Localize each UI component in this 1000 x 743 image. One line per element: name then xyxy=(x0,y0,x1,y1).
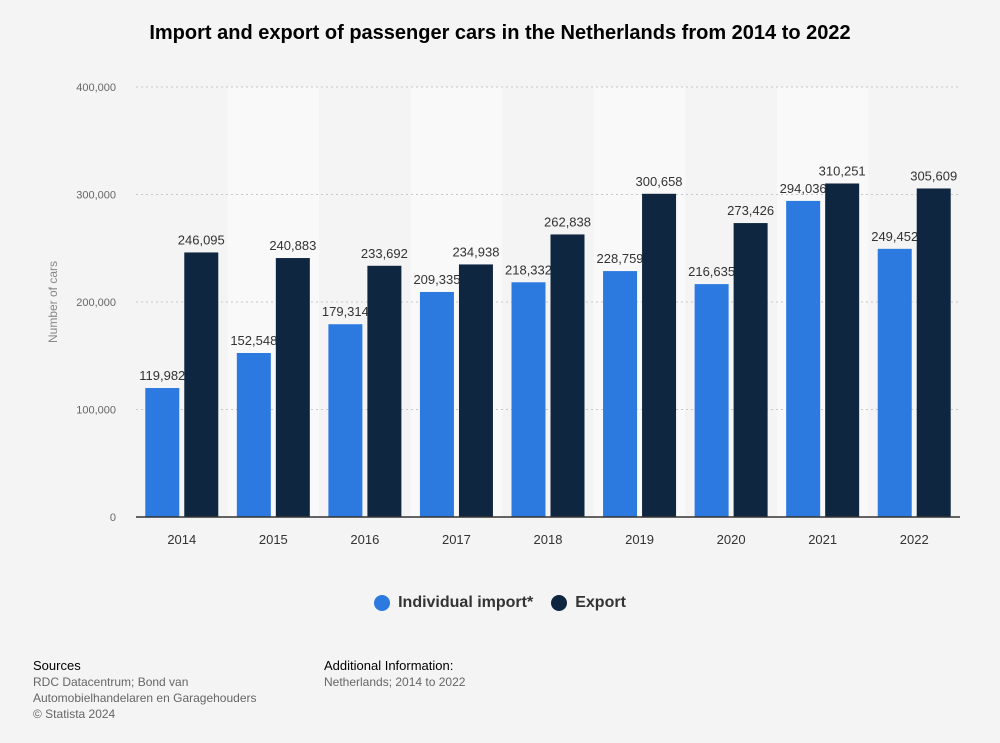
legend-item-export[interactable]: Export xyxy=(551,594,626,612)
data-label-export-2014: 246,095 xyxy=(178,232,225,247)
legend-swatch-export xyxy=(551,595,568,611)
legend-label-import: Individual import* xyxy=(398,594,534,611)
data-label-import-2015: 152,548 xyxy=(230,333,277,348)
bar-import-2021 xyxy=(786,200,821,517)
data-label-export-2015: 240,883 xyxy=(269,238,316,253)
bar-import-2018 xyxy=(511,282,546,517)
bar-import-2022 xyxy=(877,248,912,517)
x-tick-label: 2021 xyxy=(808,532,837,547)
sources-block: Sources RDC Datacentrum; Bond van Automo… xyxy=(33,658,293,722)
additional-info-text: Netherlands; 2014 to 2022 xyxy=(324,675,466,689)
data-label-export-2019: 300,658 xyxy=(636,174,683,189)
data-label-export-2016: 233,692 xyxy=(361,246,408,261)
additional-info-block: Additional Information: Netherlands; 201… xyxy=(324,658,624,690)
bar-export-2018 xyxy=(550,234,585,517)
y-tick-label: 0 xyxy=(110,512,116,524)
x-tick-label: 2017 xyxy=(442,532,471,547)
bar-export-2019 xyxy=(642,193,677,517)
bar-export-2015 xyxy=(275,258,310,517)
data-label-import-2019: 228,759 xyxy=(597,251,644,266)
data-label-export-2022: 305,609 xyxy=(910,168,957,183)
data-label-export-2018: 262,838 xyxy=(544,214,591,229)
x-tick-label: 2022 xyxy=(900,532,929,547)
data-label-import-2014: 119,982 xyxy=(139,368,185,383)
bar-import-2014 xyxy=(145,388,180,517)
data-label-import-2022: 249,452 xyxy=(871,229,918,244)
legend-swatch-import xyxy=(374,595,391,611)
legend-label-export: Export xyxy=(575,594,626,611)
y-tick-label: 200,000 xyxy=(76,297,116,309)
bar-export-2016 xyxy=(367,265,402,517)
bar-chart: 0 100,000 200,000 300,000 400,000 Number of c… xyxy=(46,82,960,547)
bar-import-2016 xyxy=(328,324,363,517)
sources-line-2: Automobielhandelaren en Garagehouders xyxy=(33,691,257,705)
bar-export-2022 xyxy=(916,188,951,517)
sources-header: Sources xyxy=(33,658,81,673)
data-label-import-2021: 294,036 xyxy=(780,181,827,196)
data-label-import-2017: 209,335 xyxy=(413,272,460,287)
y-tick-label: 300,000 xyxy=(76,190,116,202)
y-tick-label: 400,000 xyxy=(76,82,116,94)
data-label-export-2020: 273,426 xyxy=(727,203,774,218)
sources-line-1: RDC Datacentrum; Bond van xyxy=(33,675,189,689)
x-tick-label: 2018 xyxy=(534,532,563,547)
y-tick-label: 100,000 xyxy=(76,405,116,417)
chart-title: Import and export of passenger cars in t… xyxy=(149,22,851,44)
sources-line-3: © Statista 2024 xyxy=(33,707,116,721)
bar-export-2021 xyxy=(825,183,860,518)
bar-import-2019 xyxy=(603,271,638,517)
x-tick-label: 2014 xyxy=(167,532,196,547)
bar-export-2014 xyxy=(184,252,219,517)
data-label-import-2016: 179,314 xyxy=(322,304,369,319)
bar-import-2020 xyxy=(694,284,729,517)
bar-import-2015 xyxy=(236,353,271,517)
x-tick-label: 2019 xyxy=(625,532,654,547)
data-label-export-2017: 234,938 xyxy=(452,244,499,259)
legend: Individual import* Export xyxy=(0,594,1000,612)
legend-item-import[interactable]: Individual import* xyxy=(374,594,533,612)
bar-export-2020 xyxy=(733,223,768,517)
y-axis-title: Number of cars xyxy=(46,261,60,343)
x-tick-label: 2016 xyxy=(350,532,379,547)
x-tick-label: 2020 xyxy=(717,532,746,547)
bar-import-2017 xyxy=(419,291,454,517)
data-label-export-2021: 310,251 xyxy=(819,163,866,178)
additional-info-header: Additional Information: xyxy=(324,658,454,673)
data-label-import-2020: 216,635 xyxy=(688,264,735,279)
x-tick-label: 2015 xyxy=(259,532,288,547)
bar-export-2017 xyxy=(458,264,493,517)
data-label-import-2018: 218,332 xyxy=(505,262,552,277)
